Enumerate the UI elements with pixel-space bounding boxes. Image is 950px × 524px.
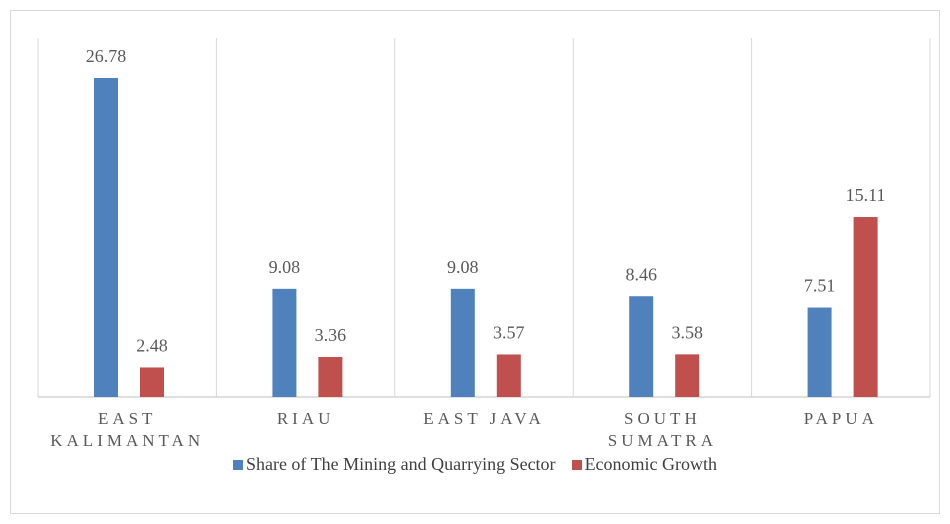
legend-item: Share of The Mining and Quarrying Sector — [232, 454, 556, 474]
x-tick-label: RIAU — [276, 409, 335, 428]
bar — [807, 307, 832, 397]
legend-label: Economic Growth — [584, 454, 718, 474]
data-label: 9.08 — [447, 257, 479, 277]
data-label: 3.36 — [315, 325, 347, 345]
x-tick-label: PAPUA — [803, 409, 878, 428]
x-tick-label: EAST JAVA — [423, 409, 545, 428]
bar — [496, 354, 521, 397]
data-label: 3.57 — [493, 323, 525, 343]
bar — [140, 367, 164, 397]
x-tick-label: EAST KALIMANTAN — [50, 409, 205, 450]
legend-swatch — [571, 460, 582, 470]
bar — [94, 78, 118, 397]
data-label: 3.58 — [671, 322, 703, 342]
bar — [272, 288, 297, 397]
chart-frame — [10, 10, 940, 514]
data-label: 15.11 — [846, 185, 886, 205]
data-label: 7.51 — [804, 276, 836, 296]
legend: Share of The Mining and Quarrying Sector… — [0, 454, 950, 475]
bar — [318, 356, 343, 397]
x-tick-label: SOUTH SUMATRA — [607, 409, 718, 450]
bar — [450, 288, 475, 397]
legend-item: Economic Growth — [571, 454, 718, 474]
data-label: 26.78 — [86, 46, 127, 66]
data-label: 8.46 — [625, 264, 657, 284]
bar — [629, 296, 654, 397]
legend-swatch — [232, 460, 243, 470]
data-label: 9.08 — [269, 257, 301, 277]
bar — [853, 217, 878, 397]
data-label: 2.48 — [136, 336, 168, 356]
bar — [675, 354, 700, 397]
legend-label: Share of The Mining and Quarrying Sector — [245, 454, 556, 474]
